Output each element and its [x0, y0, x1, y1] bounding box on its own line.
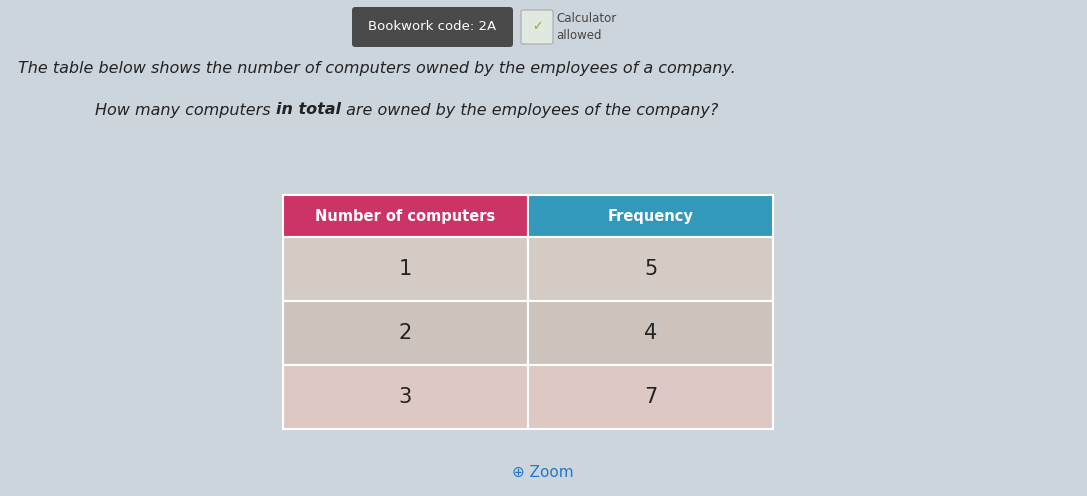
Text: Calculator
allowed: Calculator allowed	[555, 12, 616, 42]
Bar	[283, 237, 528, 301]
Bar	[528, 365, 773, 429]
Text: ✓: ✓	[532, 20, 542, 34]
Text: are owned by the employees of the company?: are owned by the employees of the compan…	[340, 103, 719, 118]
Bar	[283, 301, 528, 365]
Text: Frequency: Frequency	[608, 208, 694, 224]
Bar	[283, 365, 528, 429]
Text: How many computers: How many computers	[95, 103, 276, 118]
FancyBboxPatch shape	[521, 10, 553, 44]
Text: Bookwork code: 2A: Bookwork code: 2A	[368, 20, 497, 34]
Text: 3: 3	[399, 387, 412, 407]
Text: Number of computers: Number of computers	[315, 208, 496, 224]
Text: 4: 4	[644, 323, 658, 343]
Text: 2: 2	[399, 323, 412, 343]
Text: 1: 1	[399, 259, 412, 279]
Text: ⊕ Zoom: ⊕ Zoom	[512, 464, 574, 480]
Bar	[528, 195, 773, 237]
Text: 5: 5	[644, 259, 658, 279]
Text: The table below shows the number of computers owned by the employees of a compan: The table below shows the number of comp…	[18, 61, 736, 75]
Bar	[283, 195, 528, 237]
FancyBboxPatch shape	[352, 7, 513, 47]
Text: in total: in total	[276, 103, 340, 118]
Bar	[528, 237, 773, 301]
Bar	[528, 301, 773, 365]
Text: 7: 7	[644, 387, 658, 407]
